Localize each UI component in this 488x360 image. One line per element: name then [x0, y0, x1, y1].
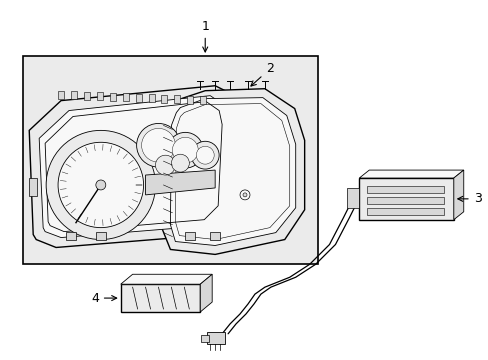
Bar [135, 94, 142, 102]
Bar [96, 231, 105, 239]
Bar [200, 96, 206, 104]
Bar [66, 231, 76, 239]
Bar [97, 92, 102, 100]
Circle shape [136, 123, 180, 167]
Polygon shape [170, 98, 295, 246]
Circle shape [240, 190, 249, 200]
Circle shape [243, 193, 246, 197]
Circle shape [167, 132, 203, 168]
Polygon shape [200, 274, 212, 312]
Bar [161, 95, 167, 103]
Circle shape [191, 141, 219, 169]
Circle shape [172, 137, 198, 163]
Bar [71, 91, 77, 99]
Text: 1: 1 [201, 20, 209, 52]
Polygon shape [29, 86, 240, 247]
Text: 2: 2 [250, 62, 273, 86]
Bar [109, 93, 116, 100]
Polygon shape [162, 89, 304, 255]
Bar [174, 95, 180, 103]
Circle shape [96, 180, 105, 190]
Bar [366, 208, 443, 215]
Bar [366, 197, 443, 204]
Polygon shape [121, 274, 212, 284]
Polygon shape [453, 170, 463, 220]
Circle shape [58, 142, 143, 228]
Bar [187, 96, 193, 104]
Bar [346, 188, 359, 208]
Bar [84, 92, 90, 100]
Circle shape [171, 154, 189, 172]
Circle shape [142, 129, 175, 162]
Bar [23, 56, 317, 264]
Circle shape [46, 130, 155, 239]
Bar [148, 94, 154, 102]
Polygon shape [39, 96, 227, 238]
Bar [207, 332, 224, 344]
Bar [122, 93, 128, 101]
Circle shape [155, 155, 175, 175]
Bar [185, 231, 195, 239]
Text: 3: 3 [457, 192, 481, 205]
Circle shape [196, 146, 214, 164]
Bar [29, 178, 37, 196]
Polygon shape [145, 170, 215, 195]
Bar [201, 335, 209, 342]
Polygon shape [359, 170, 463, 178]
Bar [366, 186, 443, 193]
Bar [359, 178, 453, 220]
Bar [121, 284, 200, 312]
Text: 4: 4 [91, 292, 117, 305]
Bar [58, 91, 64, 99]
Bar [210, 231, 220, 239]
